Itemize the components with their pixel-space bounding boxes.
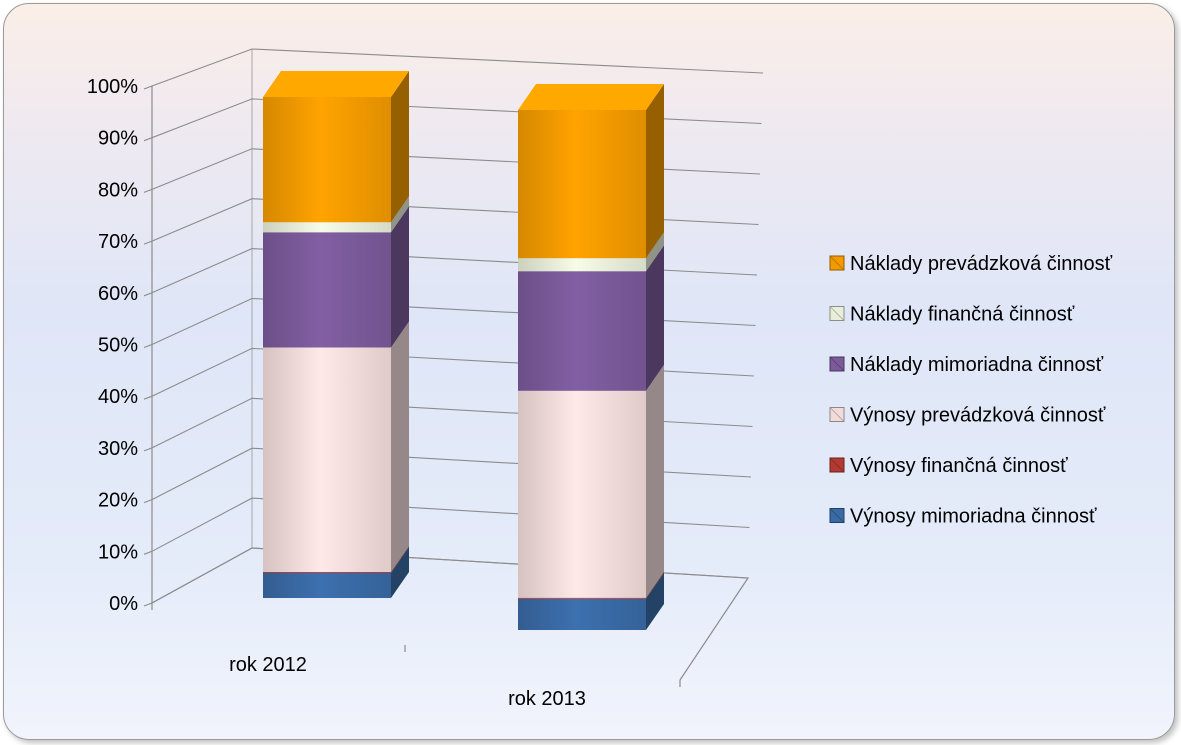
bar-segment [263, 97, 391, 223]
y-tick-label: 50% [98, 335, 138, 357]
legend-label: Výnosy prevádzková činnosť [850, 405, 1106, 427]
bar-segment-side [646, 571, 664, 599]
gridline [143, 248, 758, 297]
legend-swatch-shade [829, 356, 845, 372]
gridline [143, 397, 753, 452]
gridline [143, 148, 761, 193]
bar-segment [518, 390, 646, 598]
y-tick-label: 40% [98, 386, 138, 408]
bar-segment [518, 258, 646, 272]
legend-label: Náklady prevádzková činnosť [850, 253, 1113, 275]
gridline [143, 98, 762, 142]
x-category-label: rok 2013 [508, 688, 586, 710]
bar-top-face [518, 84, 664, 110]
y-tick-label: 30% [98, 438, 138, 460]
bar-segment-side [646, 84, 664, 259]
legend-label: Výnosy finančná činnosť [850, 455, 1068, 477]
bar-segment [263, 232, 391, 348]
y-tick-label: 80% [98, 179, 138, 201]
legend-swatch-shade [829, 255, 845, 271]
legend-label: Výnosy mimoriadna činnosť [850, 506, 1097, 528]
gridline [143, 297, 756, 349]
bar-segment [263, 347, 391, 572]
legend-label: Náklady finančná činnosť [850, 304, 1075, 326]
y-tick-label: 0% [109, 593, 138, 615]
bar-segment [263, 571, 391, 573]
bar-segment-side [391, 321, 409, 572]
stacked-bar-chart-3d: 0% 10% 20% 30% 40% 50% 60% 70% 80% 90% 100% rok 20… [87, 48, 1113, 710]
y-tick-label: 20% [98, 490, 138, 512]
bar-segment-side [391, 71, 409, 223]
bar-segment [518, 597, 646, 599]
bar-segment-side [391, 545, 409, 573]
legend-swatch-shade [829, 306, 845, 321]
y-tick-label: 100% [87, 76, 138, 98]
bar-segment [263, 222, 391, 233]
gridline [143, 497, 750, 555]
bar-segment [263, 572, 391, 598]
bar-segment-side [646, 364, 664, 598]
legend-swatch-shade [829, 508, 845, 523]
bar-segment-side [646, 232, 664, 272]
gridline [143, 347, 755, 400]
bar-segment-side [391, 546, 409, 598]
chart-frame: 0% 10% 20% 30% 40% 50% 60% 70% 80% 90% 100% rok 20… [3, 3, 1175, 740]
bar-segment [518, 110, 646, 259]
bar-segment-side [646, 572, 664, 630]
bar-segment [518, 271, 646, 391]
y-tick-label: 10% [98, 541, 138, 563]
gridline [143, 198, 759, 245]
y-tick-label: 90% [98, 128, 138, 150]
legend-swatch-shade [829, 407, 845, 422]
bar-segment-side [646, 245, 664, 391]
x-category-label: rok 2012 [229, 654, 307, 676]
y-tick-label: 70% [98, 231, 138, 253]
bar-segment-side [391, 196, 409, 233]
legend-swatch-shade [829, 457, 845, 473]
gridline [143, 447, 752, 504]
bar-segment-side [391, 206, 409, 348]
gridline [143, 48, 764, 90]
y-tick-label: 60% [98, 283, 138, 305]
bar-segment [518, 598, 646, 630]
bar-top-face [263, 71, 409, 97]
legend-label: Náklady mimoriadna činnosť [850, 354, 1104, 376]
gridline [143, 547, 749, 607]
